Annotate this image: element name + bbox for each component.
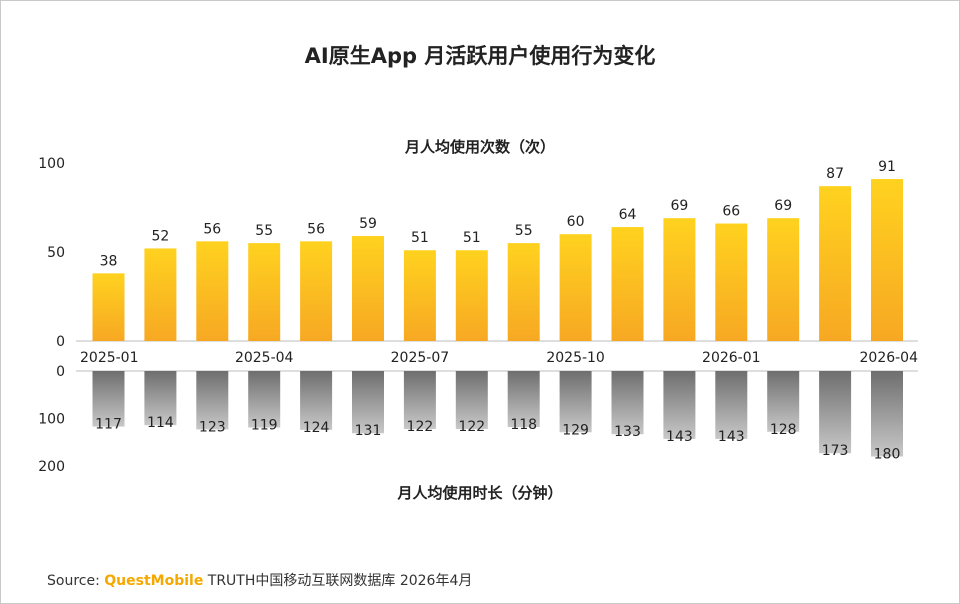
source-note: Source: QuestMobile TRUTH中国移动互联网数据库 2026…: [47, 570, 472, 590]
bottom-bar-value-label: 122: [407, 419, 434, 435]
top-chart-subtitle: 月人均使用次数（次）: [404, 138, 555, 156]
top-bar: [767, 218, 800, 341]
bottom-bar: [871, 371, 903, 457]
top-bar: [715, 223, 748, 341]
top-ytick-label: 0: [56, 334, 65, 350]
bottom-bar-value-label: 129: [562, 422, 589, 438]
bottom-bar-value-label: 123: [199, 419, 226, 435]
bottom-bar-value-label: 117: [95, 417, 122, 433]
x-tick-label: 2025-01: [80, 350, 139, 366]
top-ytick-label: 50: [47, 245, 65, 261]
bottom-bar: [196, 371, 229, 430]
bottom-bar: [92, 371, 125, 427]
source-brand: QuestMobile: [104, 573, 204, 589]
source-label: Source:: [47, 573, 100, 589]
bottom-bar-value-label: 114: [147, 415, 174, 431]
top-bar-value-label: 69: [774, 198, 792, 214]
top-bar-value-label: 64: [619, 207, 637, 223]
bottom-bar-value-label: 133: [614, 424, 641, 440]
bottom-bar: [819, 371, 852, 454]
top-bar: [455, 250, 488, 341]
bottom-bar: [248, 371, 281, 428]
top-bar: [559, 234, 592, 341]
x-tick-label: 2026-01: [702, 350, 761, 366]
top-bar: [871, 179, 903, 341]
top-bar: [196, 241, 229, 341]
top-bar-value-label: 60: [567, 214, 585, 230]
top-bar-value-label: 55: [515, 223, 533, 239]
bottom-ytick-label: 100: [38, 412, 65, 428]
top-bar-value-label: 87: [826, 166, 844, 182]
bottom-bar-value-label: 143: [718, 429, 745, 445]
top-bar-value-label: 55: [255, 223, 273, 239]
top-bar: [352, 235, 384, 341]
top-bar: [403, 250, 436, 341]
top-bar-value-label: 91: [878, 159, 896, 175]
bottom-bar-value-label: 122: [458, 419, 485, 435]
bottom-bar-value-label: 131: [355, 423, 382, 439]
top-bar-value-label: 69: [670, 198, 688, 214]
top-bar: [507, 243, 540, 341]
top-bar-value-label: 38: [100, 253, 118, 269]
top-bar-value-label: 56: [307, 221, 325, 237]
top-bar: [248, 243, 281, 341]
source-text: TRUTH中国移动互联网数据库 2026年4月: [207, 573, 473, 589]
x-tick-label: 2025-07: [391, 350, 450, 366]
bottom-bar: [455, 371, 488, 429]
bottom-bar-value-label: 119: [251, 418, 278, 434]
bottom-ytick-label: 0: [56, 364, 65, 380]
top-bar-value-label: 66: [722, 204, 740, 220]
top-bar: [300, 241, 333, 341]
bottom-bar-value-label: 143: [666, 429, 693, 445]
x-tick-label: 2025-04: [235, 350, 294, 366]
top-bar: [663, 218, 696, 341]
chart-title: AI原生App 月活跃用户使用行为变化: [304, 44, 656, 68]
bottom-bar-value-label: 173: [822, 443, 849, 459]
top-ytick-label: 100: [38, 156, 65, 172]
top-bar-value-label: 52: [151, 228, 169, 244]
bottom-bar: [144, 371, 177, 426]
bottom-bar: [300, 371, 333, 430]
bottom-bar: [352, 371, 384, 434]
top-bar-value-label: 56: [203, 221, 221, 237]
top-bar: [92, 273, 125, 341]
top-bar-value-label: 59: [359, 216, 377, 232]
top-bar-value-label: 51: [463, 230, 481, 246]
x-tick-label: 2025-10: [546, 350, 605, 366]
x-tick-label: 2026-04: [860, 350, 919, 366]
bottom-bar: [403, 371, 436, 429]
bottom-bar-value-label: 180: [874, 447, 901, 463]
top-bar: [819, 186, 852, 341]
bottom-bar: [559, 371, 592, 433]
top-bar: [144, 248, 177, 341]
bottom-bar-value-label: 118: [510, 417, 537, 433]
top-bar: [611, 227, 644, 341]
top-bar-value-label: 51: [411, 230, 429, 246]
bottom-bar-value-label: 124: [303, 420, 330, 436]
bottom-bar: [767, 371, 800, 432]
bottom-bar: [507, 371, 540, 428]
bottom-chart-subtitle: 月人均使用时长（分钟）: [397, 484, 563, 502]
bottom-bar-value-label: 128: [770, 422, 797, 438]
bottom-bar: [663, 371, 696, 439]
bottom-ytick-label: 200: [38, 459, 65, 475]
bottom-bar: [715, 371, 748, 439]
bottom-bar: [611, 371, 644, 435]
